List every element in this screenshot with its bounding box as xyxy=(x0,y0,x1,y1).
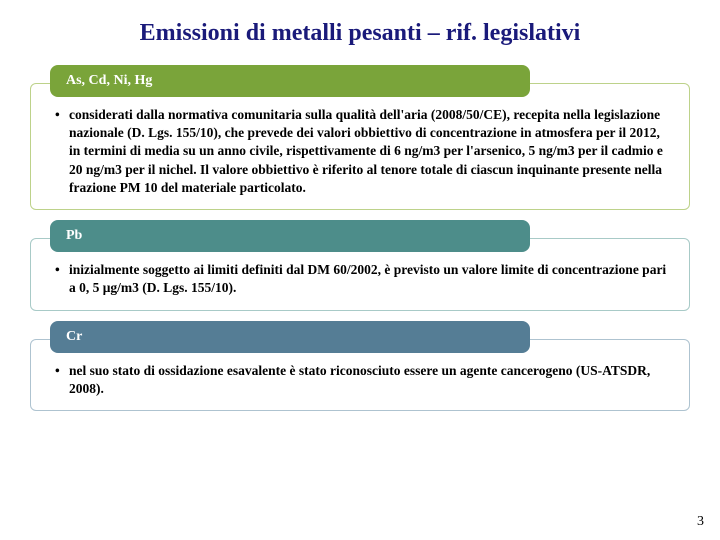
section-1: As, Cd, Ni, Hg considerati dalla normati… xyxy=(30,65,690,210)
section-2-badge: Pb xyxy=(50,220,530,252)
slide-title: Emissioni di metalli pesanti – rif. legi… xyxy=(60,20,660,47)
section-1-bullet: considerati dalla normativa comunitaria … xyxy=(49,106,671,197)
section-1-box: considerati dalla normativa comunitaria … xyxy=(30,83,690,210)
section-3-badge: Cr xyxy=(50,321,530,353)
section-1-badge: As, Cd, Ni, Hg xyxy=(50,65,530,97)
section-3: Cr nel suo stato di ossidazione esavalen… xyxy=(30,321,690,411)
page-number: 3 xyxy=(697,514,704,530)
section-2-bullet: inizialmente soggetto ai limiti definiti… xyxy=(49,261,671,297)
section-2: Pb inizialmente soggetto ai limiti defin… xyxy=(30,220,690,310)
section-3-bullet: nel suo stato di ossidazione esavalente … xyxy=(49,362,671,398)
